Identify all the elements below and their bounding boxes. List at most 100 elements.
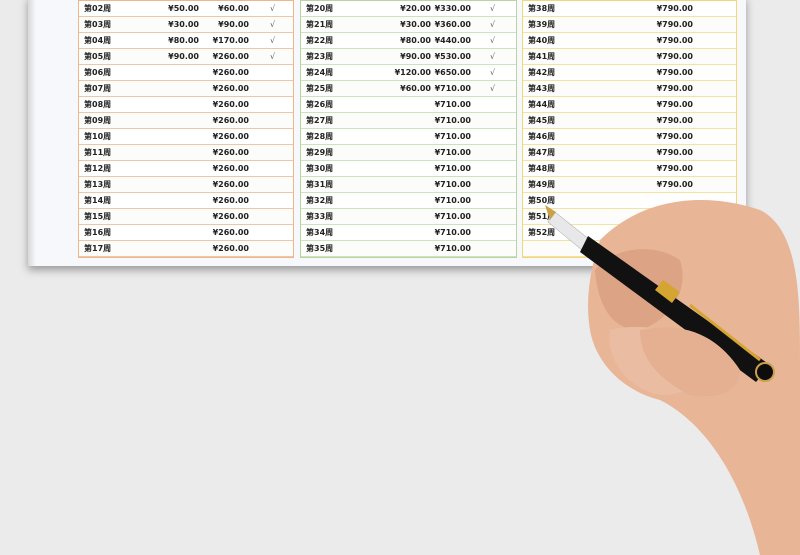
week-cell[interactable]: 第44周: [528, 100, 556, 109]
total-cell[interactable]: ¥60.00: [218, 4, 249, 13]
week-cell[interactable]: 第06周: [84, 68, 112, 77]
week-cell[interactable]: 第40周: [528, 36, 556, 45]
check-cell[interactable]: √: [490, 4, 496, 13]
week-cell[interactable]: 第07周: [84, 84, 112, 93]
amount-cell[interactable]: ¥30.00: [400, 20, 431, 29]
check-cell[interactable]: √: [270, 4, 276, 13]
total-cell[interactable]: ¥260.00: [212, 244, 249, 253]
total-cell[interactable]: ¥260.00: [212, 164, 249, 173]
check-cell[interactable]: √: [490, 68, 496, 77]
week-cell[interactable]: 第30周: [306, 164, 334, 173]
total-cell[interactable]: ¥790.00: [656, 100, 693, 109]
week-cell[interactable]: 第43周: [528, 84, 556, 93]
week-cell[interactable]: 第26周: [306, 100, 334, 109]
week-cell[interactable]: 第22周: [306, 36, 334, 45]
week-cell[interactable]: 第20周: [306, 4, 334, 13]
week-cell[interactable]: 第41周: [528, 52, 556, 61]
week-cell[interactable]: 第02周: [84, 4, 112, 13]
check-cell[interactable]: √: [490, 84, 496, 93]
amount-cell[interactable]: ¥20.00: [400, 4, 431, 13]
week-cell[interactable]: 第23周: [306, 52, 334, 61]
total-cell[interactable]: ¥330.00: [434, 4, 471, 13]
total-cell[interactable]: ¥710.00: [434, 244, 471, 253]
check-cell[interactable]: √: [490, 20, 496, 29]
total-cell[interactable]: ¥710.00: [434, 228, 471, 237]
week-cell[interactable]: 第42周: [528, 68, 556, 77]
week-cell[interactable]: 第21周: [306, 20, 334, 29]
total-cell[interactable]: ¥790.00: [656, 20, 693, 29]
week-cell[interactable]: 第38周: [528, 4, 556, 13]
amount-cell[interactable]: ¥30.00: [168, 20, 199, 29]
amount-cell[interactable]: ¥80.00: [400, 36, 431, 45]
week-cell[interactable]: 第49周: [528, 180, 556, 189]
week-cell[interactable]: 第12周: [84, 164, 112, 173]
total-cell[interactable]: ¥260.00: [212, 116, 249, 125]
total-cell[interactable]: ¥260.00: [212, 132, 249, 141]
total-cell[interactable]: ¥710.00: [434, 180, 471, 189]
amount-cell[interactable]: ¥50.00: [168, 4, 199, 13]
total-cell[interactable]: ¥260.00: [212, 148, 249, 157]
check-cell[interactable]: √: [490, 36, 496, 45]
week-cell[interactable]: 第46周: [528, 132, 556, 141]
week-cell[interactable]: 第50周: [528, 196, 556, 205]
week-cell[interactable]: 第10周: [84, 132, 112, 141]
total-cell[interactable]: ¥650.00: [434, 68, 471, 77]
week-cell[interactable]: 第05周: [84, 52, 112, 61]
week-cell[interactable]: 第24周: [306, 68, 334, 77]
week-cell[interactable]: 第45周: [528, 116, 556, 125]
total-cell[interactable]: ¥90.00: [218, 20, 249, 29]
week-cell[interactable]: 第13周: [84, 180, 112, 189]
total-cell[interactable]: ¥260.00: [212, 100, 249, 109]
total-cell[interactable]: ¥790.00: [656, 68, 693, 77]
total-cell[interactable]: ¥790.00: [656, 52, 693, 61]
week-cell[interactable]: 第33周: [306, 212, 334, 221]
total-cell[interactable]: ¥790.00: [656, 4, 693, 13]
week-cell[interactable]: 第08周: [84, 100, 112, 109]
week-cell[interactable]: 第32周: [306, 196, 334, 205]
amount-cell[interactable]: ¥90.00: [400, 52, 431, 61]
amount-cell[interactable]: ¥90.00: [168, 52, 199, 61]
total-cell[interactable]: ¥260.00: [212, 196, 249, 205]
total-cell[interactable]: ¥790.00: [656, 164, 693, 173]
total-cell[interactable]: ¥260.00: [212, 68, 249, 77]
amount-cell[interactable]: ¥60.00: [400, 84, 431, 93]
week-cell[interactable]: 第48周: [528, 164, 556, 173]
week-cell[interactable]: 第52周: [528, 228, 556, 237]
total-cell[interactable]: ¥260.00: [212, 52, 249, 61]
total-cell[interactable]: ¥260.00: [212, 212, 249, 221]
total-cell[interactable]: ¥790.00: [656, 132, 693, 141]
amount-cell[interactable]: ¥80.00: [168, 36, 199, 45]
week-cell[interactable]: 第16周: [84, 228, 112, 237]
check-cell[interactable]: √: [270, 20, 276, 29]
week-cell[interactable]: 第03周: [84, 20, 112, 29]
total-cell[interactable]: ¥710.00: [434, 164, 471, 173]
week-cell[interactable]: 第15周: [84, 212, 112, 221]
week-cell[interactable]: 第35周: [306, 244, 334, 253]
total-cell[interactable]: ¥710.00: [434, 100, 471, 109]
total-cell[interactable]: ¥710.00: [434, 148, 471, 157]
week-cell[interactable]: 第25周: [306, 84, 334, 93]
total-cell[interactable]: ¥710.00: [434, 212, 471, 221]
total-cell[interactable]: ¥530.00: [434, 52, 471, 61]
week-cell[interactable]: 第11周: [84, 148, 112, 157]
week-cell[interactable]: 第34周: [306, 228, 334, 237]
total-cell[interactable]: ¥260.00: [212, 228, 249, 237]
total-cell[interactable]: ¥170.00: [212, 36, 249, 45]
total-cell[interactable]: ¥260.00: [212, 84, 249, 93]
total-cell[interactable]: ¥710.00: [434, 196, 471, 205]
total-cell[interactable]: ¥360.00: [434, 20, 471, 29]
amount-cell[interactable]: ¥120.00: [394, 68, 431, 77]
total-cell[interactable]: ¥790.00: [656, 148, 693, 157]
total-cell[interactable]: ¥790.00: [656, 116, 693, 125]
week-cell[interactable]: 第17周: [84, 244, 112, 253]
total-cell[interactable]: ¥710.00: [434, 132, 471, 141]
total-cell[interactable]: ¥710.00: [434, 84, 471, 93]
week-cell[interactable]: 第04周: [84, 36, 112, 45]
total-cell[interactable]: ¥440.00: [434, 36, 471, 45]
week-cell[interactable]: 第51周: [528, 212, 556, 221]
week-cell[interactable]: 第47周: [528, 148, 556, 157]
total-cell[interactable]: ¥790.00: [656, 180, 693, 189]
week-cell[interactable]: 第29周: [306, 148, 334, 157]
week-cell[interactable]: 第14周: [84, 196, 112, 205]
total-cell[interactable]: ¥260.00: [212, 180, 249, 189]
